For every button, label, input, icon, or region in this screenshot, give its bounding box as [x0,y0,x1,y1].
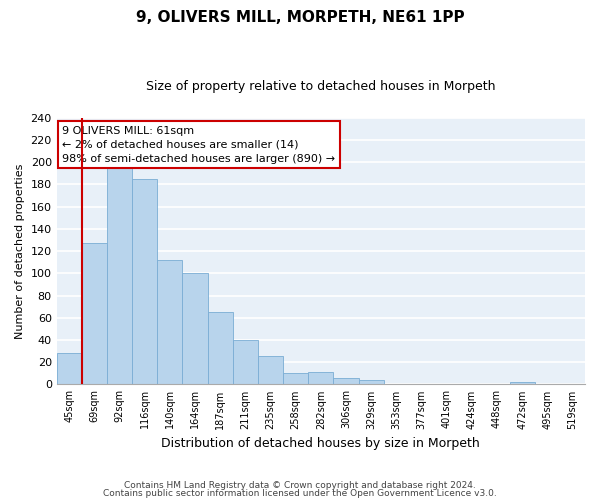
Bar [359,380,384,384]
Title: Size of property relative to detached houses in Morpeth: Size of property relative to detached ho… [146,80,496,93]
Text: 9 OLIVERS MILL: 61sqm
← 2% of detached houses are smaller (14)
98% of semi-detac: 9 OLIVERS MILL: 61sqm ← 2% of detached h… [62,126,335,164]
Bar [82,244,107,384]
Bar [182,274,208,384]
Bar [107,168,132,384]
Bar [132,179,157,384]
Bar [208,312,233,384]
Bar [308,372,334,384]
Bar [157,260,182,384]
Bar [509,382,535,384]
Text: Contains HM Land Registry data © Crown copyright and database right 2024.: Contains HM Land Registry data © Crown c… [124,481,476,490]
Text: Contains public sector information licensed under the Open Government Licence v3: Contains public sector information licen… [103,488,497,498]
Bar [283,374,308,384]
Bar [258,356,283,384]
Bar [233,340,258,384]
Bar [334,378,359,384]
Y-axis label: Number of detached properties: Number of detached properties [15,164,25,339]
X-axis label: Distribution of detached houses by size in Morpeth: Distribution of detached houses by size … [161,437,480,450]
Bar [56,354,82,384]
Text: 9, OLIVERS MILL, MORPETH, NE61 1PP: 9, OLIVERS MILL, MORPETH, NE61 1PP [136,10,464,25]
